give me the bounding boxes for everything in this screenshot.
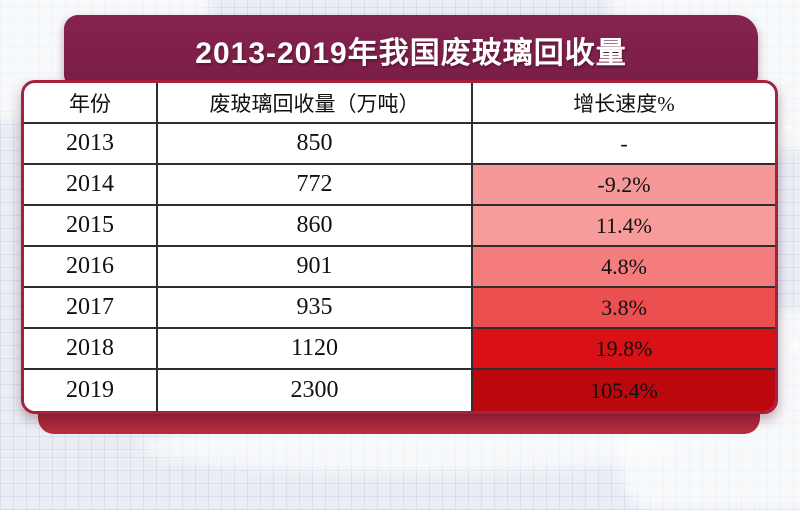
data-table: 年份 废玻璃回收量（万吨） 增长速度% 2013 850 - 2014 772 … — [24, 83, 775, 411]
growth-cell: -9.2% — [473, 165, 775, 206]
year-cell: 2015 — [24, 206, 158, 247]
growth-cell: 19.8% — [473, 329, 775, 370]
volume-cell: 860 — [158, 206, 473, 247]
year-cell: 2013 — [24, 124, 158, 165]
growth-cell: 11.4% — [473, 206, 775, 247]
year-cell: 2016 — [24, 247, 158, 288]
column-header-volume: 废玻璃回收量（万吨） — [158, 83, 473, 124]
volume-cell: 901 — [158, 247, 473, 288]
year-cell: 2018 — [24, 329, 158, 370]
volume-cell: 850 — [158, 124, 473, 165]
growth-cell: - — [473, 124, 775, 165]
page-title: 2013-2019年我国废玻璃回收量 — [195, 37, 627, 70]
year-cell: 2019 — [24, 370, 158, 411]
volume-cell: 935 — [158, 288, 473, 329]
column-header-year: 年份 — [24, 83, 158, 124]
growth-cell: 3.8% — [473, 288, 775, 329]
table-panel: 年份 废玻璃回收量（万吨） 增长速度% 2013 850 - 2014 772 … — [21, 80, 778, 414]
volume-cell: 2300 — [158, 370, 473, 411]
growth-cell: 105.4% — [473, 370, 775, 411]
volume-cell: 1120 — [158, 329, 473, 370]
growth-cell: 4.8% — [473, 247, 775, 288]
title-banner: 2013-2019年我国废玻璃回收量 — [64, 15, 758, 85]
year-cell: 2017 — [24, 288, 158, 329]
sparkle-icon: + — [781, 118, 794, 136]
column-header-growth: 增长速度% — [473, 83, 775, 124]
sparkle-icon: + — [789, 336, 800, 354]
year-cell: 2014 — [24, 165, 158, 206]
volume-cell: 772 — [158, 165, 473, 206]
